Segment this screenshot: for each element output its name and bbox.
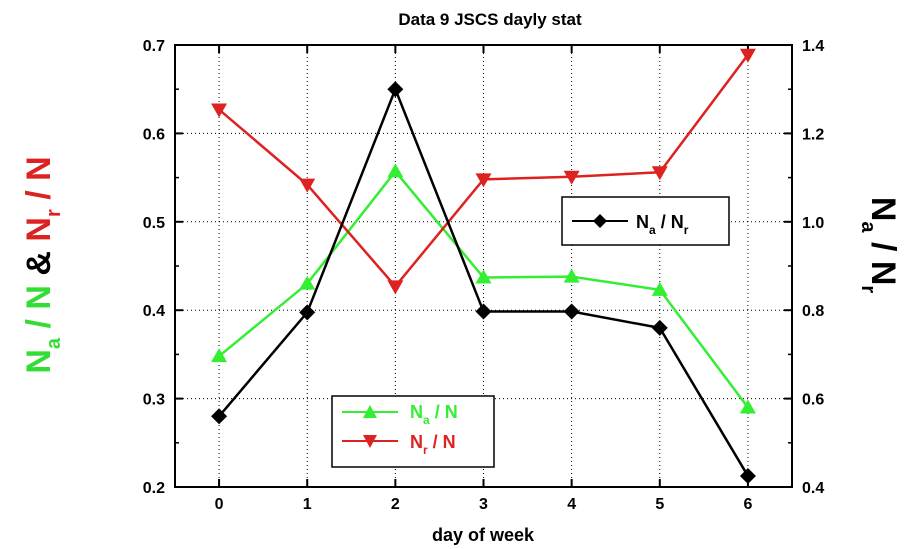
legend-na-n-marker <box>363 405 377 418</box>
x-tick-label: 5 <box>655 496 664 513</box>
y2-label-slash: / <box>864 232 902 260</box>
y-tick-label-left: 0.7 <box>143 38 165 55</box>
legend-na-n-label: Na / N <box>410 402 458 427</box>
series-lines <box>211 48 756 484</box>
data-point-na_nr <box>475 303 492 320</box>
data-point-na_n <box>739 399 756 414</box>
y2-label-sub-a: a <box>857 221 879 233</box>
y-label-na-sub: a <box>43 337 65 349</box>
y-label-nr-sub: r <box>43 209 65 217</box>
x-axis-label: day of week <box>432 525 535 545</box>
legend-nr-n-sub: r <box>423 443 428 457</box>
y-label-na-main: N <box>20 349 58 374</box>
data-point-nr_n <box>475 173 492 188</box>
data-point-na_n <box>299 275 316 290</box>
legend-na-nr-sub: a <box>649 223 656 237</box>
legend-na-n-main: N <box>410 402 423 422</box>
y2-label-sub-r: r <box>857 285 879 293</box>
y-axis-label-left: Na / N & Nr / N <box>20 156 65 373</box>
y-axis-right: 0.4 0.6 0.8 1.0 1.2 1.4 <box>784 38 824 497</box>
data-point-nr_n <box>739 48 756 63</box>
data-point-na_nr <box>563 303 580 320</box>
legend-na-nr-rest: / N <box>656 212 684 232</box>
y-label-na-rest: / N <box>20 285 58 338</box>
y-axis-label-right: Na / Nr <box>857 197 902 294</box>
y-tick-label-left: 0.6 <box>143 126 165 143</box>
y-axis-left: 0.2 0.3 0.4 0.5 0.6 0.7 <box>143 38 183 497</box>
y2-label-main2: N <box>864 261 902 286</box>
y-label-nr-main: N <box>20 217 58 242</box>
y-tick-label-left: 0.2 <box>143 480 165 497</box>
legend-nr-n-rest: / N <box>428 432 456 452</box>
data-point-nr_n <box>651 166 668 181</box>
legend-bottom: Na / N Nr / N <box>331 395 495 468</box>
y-tick-label-left: 0.3 <box>143 392 165 409</box>
y-tick-label-right: 1.2 <box>802 126 824 143</box>
legend-na-nr-sub2: r <box>684 223 689 237</box>
y-label-nr-rest: / N <box>20 156 58 209</box>
data-point-na_nr <box>211 408 228 425</box>
legend-nr-n-label: Nr / N <box>410 432 456 457</box>
data-point-na_n <box>387 163 404 178</box>
y2-label-main: N <box>864 197 902 222</box>
legend-bottom-box <box>331 395 495 468</box>
legend-nr-n-main: N <box>410 432 423 452</box>
y-label-amp: & <box>20 242 58 285</box>
legend-right: Na / Nr <box>561 196 730 246</box>
legend-na-nr-label: Na / Nr <box>636 212 689 237</box>
data-point-na_nr <box>739 467 756 484</box>
legend-na-n-rest: / N <box>430 402 458 422</box>
y-tick-label-right: 0.4 <box>802 480 824 497</box>
legend-na-n-sub: a <box>423 413 430 427</box>
y-tick-label-left: 0.5 <box>143 215 165 232</box>
data-point-na_n <box>563 268 580 283</box>
data-point-na_n <box>211 348 228 363</box>
y-tick-label-right: 1.0 <box>802 215 824 232</box>
data-point-nr_n <box>387 280 404 295</box>
data-point-na_nr <box>387 81 404 98</box>
chart-title: Data 9 JSCS dayly stat <box>398 10 582 29</box>
x-tick-label: 3 <box>479 496 488 513</box>
data-point-na_nr <box>651 319 668 336</box>
x-tick-label: 2 <box>391 496 400 513</box>
y-tick-label-left: 0.4 <box>143 303 165 320</box>
y-tick-label-right: 0.6 <box>802 392 824 409</box>
x-tick-label: 4 <box>567 496 576 513</box>
legend-nr-n-marker <box>363 435 377 448</box>
data-point-nr_n <box>211 103 228 118</box>
data-point-na_n <box>475 269 492 284</box>
legend-na-nr-main: N <box>636 212 649 232</box>
y-tick-label-right: 0.8 <box>802 303 824 320</box>
x-tick-label: 1 <box>303 496 312 513</box>
data-point-na_n <box>651 281 668 296</box>
data-point-na_nr <box>299 304 316 321</box>
y-tick-label-right: 1.4 <box>802 38 824 55</box>
data-point-nr_n <box>563 170 580 185</box>
legend-na-nr-marker <box>593 214 607 228</box>
x-tick-label: 6 <box>743 496 752 513</box>
x-tick-label: 0 <box>215 496 224 513</box>
data-point-nr_n <box>299 178 316 193</box>
